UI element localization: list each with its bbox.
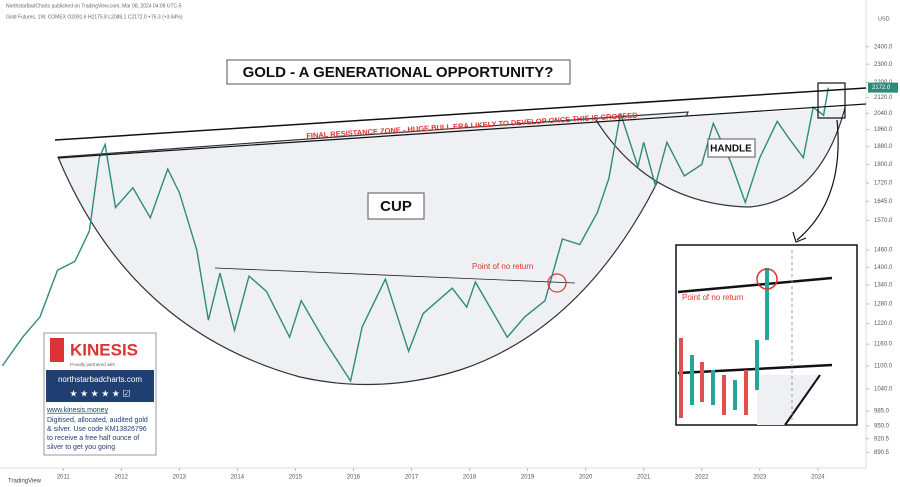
y-tick-label: 1280.0 [874,301,893,307]
x-tick-label: 2013 [173,475,187,481]
annotation: Point of no return [472,262,533,271]
x-tick-label: 2019 [521,475,535,481]
x-tick-label: 2024 [811,475,825,481]
stars: ★ ★ ★ ★ ★ ☑ [70,388,131,398]
resistance-line [54,87,867,141]
inset-candle [733,380,737,410]
x-tick-label: 2012 [115,475,129,481]
y-tick-label: 985.0 [874,409,890,415]
inset-line [784,374,821,426]
sponsor-text: to receive a free half ounce of [47,435,139,442]
brand: KINESIS [70,340,138,359]
x-tick-label: 2022 [695,475,709,481]
y-tick-label: 1400.0 [874,265,893,271]
y-tick-label: 2300.0 [874,62,893,68]
y-tick-label: 1040.0 [874,386,893,392]
y-tick-label: 1960.0 [874,127,893,133]
x-tick-label: 2018 [463,475,477,481]
sponsor-text: & silver. Use code KM13826796 [47,426,147,433]
y-tick-label: 1570.0 [874,218,893,224]
arrow-head [792,231,807,243]
y-unit: USD [878,16,890,22]
inset-candle [744,370,748,415]
cup-shape [57,111,689,386]
site: northstarbadcharts.com [58,375,142,384]
inset-candle [690,355,694,405]
inset-candle [755,340,759,390]
footer: TradingView [8,479,42,485]
sponsor-text: silver to get you going [47,444,115,451]
y-tick-label: 950.0 [874,423,890,429]
x-tick-label: 2011 [57,475,71,481]
x-tick-label: 2016 [347,475,361,481]
x-tick-label: 2020 [579,475,593,481]
label-box [367,192,425,220]
y-tick-label: 1645.0 [874,199,893,205]
y-tick-label: 1720.0 [874,181,893,187]
y-tick-label: 2120.0 [874,95,893,101]
marker-circle [756,268,778,290]
y-tick-label: 1460.0 [874,248,893,254]
title-box [226,59,571,85]
cup-label: CUP [380,198,412,215]
price-line [1,87,829,383]
y-tick-label: 1160.0 [874,342,893,348]
y-tick-label: 1880.0 [874,144,893,150]
x-tick-label: 2014 [231,475,245,481]
label-box [707,138,756,158]
publisher: NorthstarBadCharts published on TradingV… [6,3,182,9]
x-tick-label: 2021 [637,475,651,481]
inset-candle [711,370,715,405]
inset-cup [757,375,820,425]
symbol: Gold Futures, 1W, COMEX O2091.6 H2175.8 … [6,14,183,20]
y-tick-label: 890.5 [874,450,890,456]
inset-line [677,276,833,294]
no-return-line [214,267,576,284]
y-tick-label: 2040.0 [874,111,893,117]
y-tick-label: 1800.0 [874,162,893,168]
inset-candle [722,375,726,415]
y-tick-label: 920.5 [874,436,890,442]
price-tag [868,82,898,93]
y-tick-label: 1100.0 [874,363,893,369]
inset-candle [679,338,683,418]
zoom-box [817,82,846,119]
handle-label: HANDLE [710,144,752,155]
price-tag-label: 2172.0 [872,85,891,91]
x-tick-label: 2017 [405,475,419,481]
resistance-line [57,103,867,159]
y-tick-label: 1340.0 [874,283,893,289]
url[interactable]: www.kinesis.money [46,407,109,414]
y-tick-label: 2400.0 [874,44,893,50]
site-banner [46,370,154,402]
y-tick-label: 1220.0 [874,321,893,327]
x-tick-label: 2015 [289,475,303,481]
inset-candles [679,268,769,418]
inset-candle [765,268,769,340]
x-tick-label: 2023 [753,475,767,481]
annotation: Point of no return [682,293,743,302]
logo [50,338,64,362]
arrow [796,119,839,241]
marker-circle [547,273,567,293]
tagline: Proudly partnered with [70,362,116,367]
inset-candle [700,362,704,402]
chart-title: GOLD - A GENERATIONAL OPPORTUNITY? [243,64,554,81]
sponsor-text: Digitised, allocated, audited gold [47,417,148,424]
plot [1,87,829,383]
